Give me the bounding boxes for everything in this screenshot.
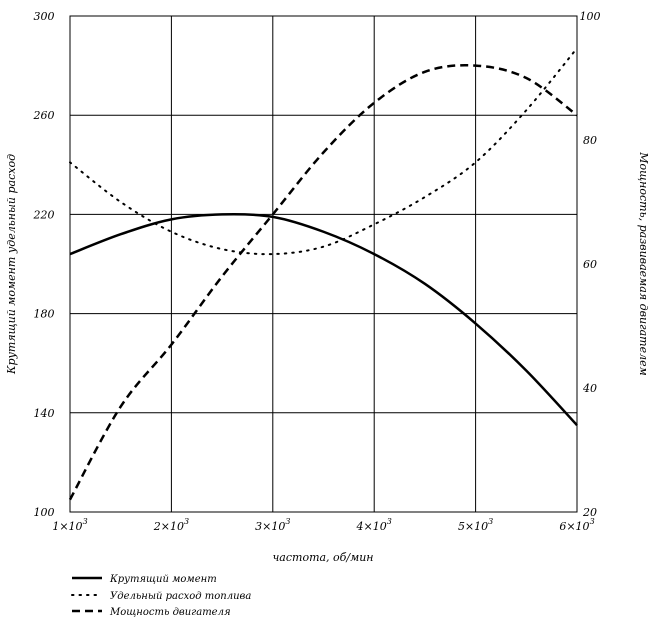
y-left-tick-label: 220 xyxy=(33,208,55,221)
x-tick-label: 6×103 xyxy=(559,517,594,533)
legend-label-torque: Крутящий момент xyxy=(109,574,217,585)
series-layer xyxy=(68,47,578,501)
fuel-consumption-line xyxy=(69,47,578,256)
x-tick-label: 2×103 xyxy=(153,517,189,533)
y-right-tick-label: 40 xyxy=(582,382,597,395)
y-right-tick-label: 60 xyxy=(583,258,597,271)
x-axis-label: частота, об/мин xyxy=(272,551,373,564)
x-tick-label: 3×103 xyxy=(255,517,290,533)
x-tick-label: 1×103 xyxy=(52,517,87,533)
legend: Крутящий момент Удельный расход топлива … xyxy=(71,574,251,618)
x-tick-label: 5×103 xyxy=(458,517,493,533)
grid xyxy=(69,15,578,513)
y-left-tick-label: 300 xyxy=(34,10,55,23)
y-left-tick-label: 180 xyxy=(34,308,55,321)
y-right-tick-label: 20 xyxy=(582,506,597,519)
y-right-tick-label: 100 xyxy=(580,10,601,23)
x-tick-label: 4×103 xyxy=(356,517,392,533)
power-line xyxy=(68,64,578,501)
legend-label-fuel: Удельный расход топлива xyxy=(110,591,251,602)
y-left-axis-label: Крутящий момент удельный расход xyxy=(5,154,18,375)
plot-frame xyxy=(69,15,578,513)
legend-label-power: Мощность двигателя xyxy=(109,607,231,618)
tick-labels: 1×103 2×103 3×103 4×103 5×103 6×103 100 140 180 2… xyxy=(33,10,601,533)
y-left-tick-label: 100 xyxy=(34,506,55,519)
y-right-axis-label: Мощность, развиваемая двигателем xyxy=(637,151,650,376)
y-left-tick-label: 140 xyxy=(34,407,55,420)
y-right-tick-label: 80 xyxy=(583,134,597,147)
torque-line xyxy=(69,212,578,427)
y-left-tick-label: 260 xyxy=(33,109,55,122)
